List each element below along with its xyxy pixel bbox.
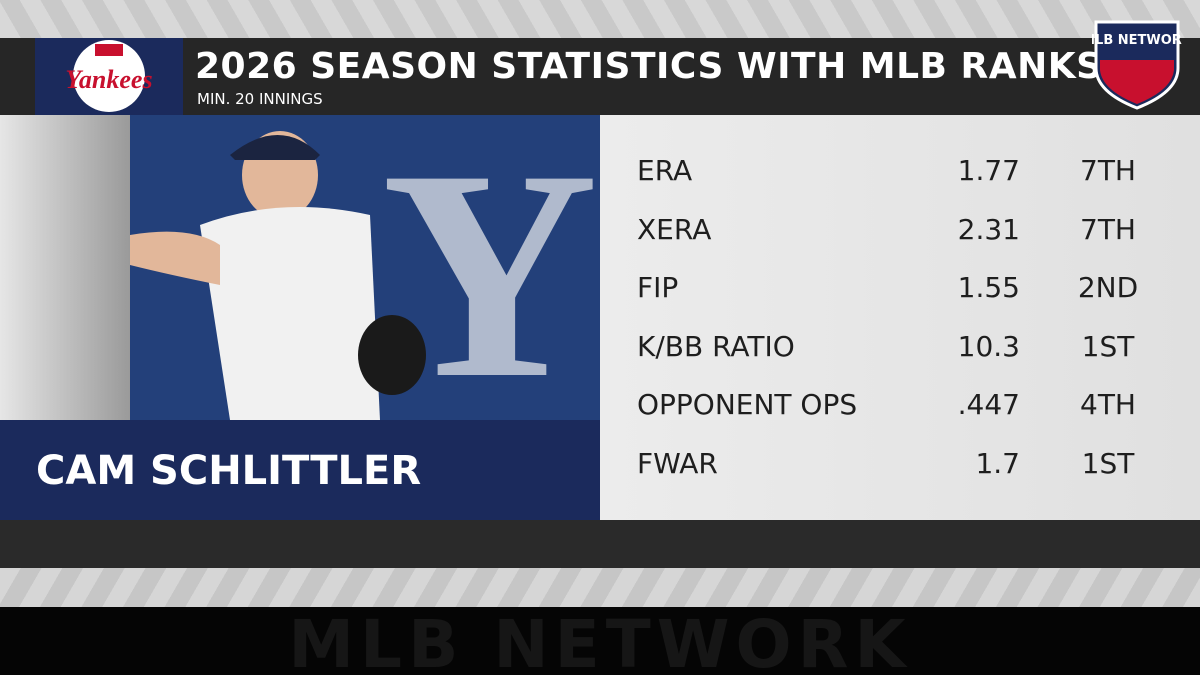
logo-ball [73,40,145,112]
stat-value: 1.7 [975,447,1020,480]
stat-label: K/BB RATIO [637,329,795,363]
logo-red [1100,60,1174,104]
lower-band [0,520,1200,568]
top-strip [0,0,1200,38]
player-photo: Y [130,115,600,420]
stat-value: 2.31 [957,212,1020,246]
stat-rank: 1ST [1081,329,1135,363]
stat-label: FIP [637,271,679,305]
stat-rank: 2ND [1077,271,1139,305]
stat-rank: 1ST [1081,447,1135,480]
logo-hat [95,44,123,56]
footer-watermark: MLB NETWORK [288,606,912,675]
left-panel [0,115,130,420]
team-logo-box: Yankees [35,38,183,115]
subtitle: MIN. 20 INNINGS [197,90,323,108]
stat-row: FWAR 1.7 1ST [600,447,1200,487]
stat-row: OPPONENT OPS .447 4TH [600,388,1200,428]
stats-panel [600,115,1200,520]
header-band [0,38,1200,115]
stat-row: K/BB RATIO 10.3 1ST [600,330,1200,370]
player-glove [358,315,426,395]
stat-value: 1.55 [957,271,1020,305]
stat-rank: 4TH [1080,388,1136,422]
name-bar [0,420,600,520]
stat-row: XERA 2.31 7TH [600,213,1200,253]
lower-strip [0,568,1200,607]
player-jersey [200,207,380,420]
stat-label: OPPONENT OPS [637,388,858,422]
stat-label: FWAR [637,447,718,480]
stat-rank: 7TH [1080,154,1136,187]
player-name: Cam Schlittler [36,448,422,494]
logo-text: Yankees [65,65,152,94]
logo-text: MLB NETWORK [1092,33,1182,48]
photo-art: Y [130,115,598,420]
player-arm [130,231,220,285]
stat-label: XERA [637,212,712,246]
stat-value: 10.3 [957,329,1020,363]
stat-value: .447 [957,388,1020,422]
network-logo: MLB NETWORK [1092,20,1182,110]
player-cap [230,135,320,160]
stat-row: FIP 1.55 2ND [600,271,1200,311]
title: 2026 Season Statistics with MLB Ranks [195,46,1103,87]
team-logo: Yankees [65,40,153,112]
stat-row: ERA 1.77 7TH [600,154,1200,194]
footer-band [0,607,1200,675]
stat-label: ERA [637,154,693,187]
stat-rank: 7TH [1080,212,1136,246]
stat-value: 1.77 [957,154,1020,187]
